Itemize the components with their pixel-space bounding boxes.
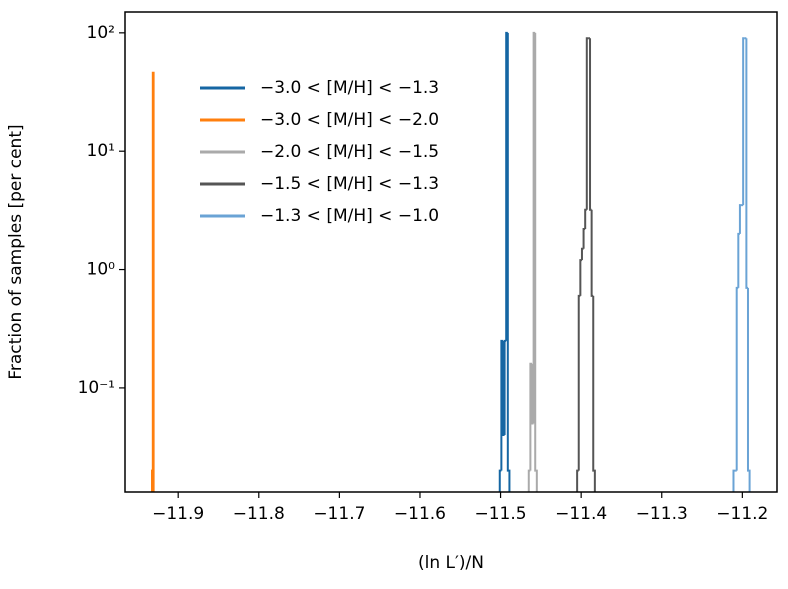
legend-label: −1.3 < [M/H] < −1.0 [260,206,439,226]
histogram-step [590,209,594,297]
histogram-step [530,363,534,425]
histogram-step [498,469,502,492]
legend-label: −3.0 < [M/H] < −1.3 [260,78,439,98]
x-tick-label: −11.7 [313,504,365,524]
histogram-step [579,259,582,296]
histogram-step [584,208,587,230]
y-tick-label: 10⁰ [87,260,116,280]
histogram-step [580,247,584,261]
x-tick-label: −11.5 [475,504,527,524]
y-axis-label: Fraction of samples [per cent] [6,124,26,379]
histogram-step [151,71,155,492]
histogram-step [577,294,581,471]
histogram-step [589,38,592,211]
plot-frame [124,11,778,493]
x-tick-label: −11.3 [636,504,688,524]
histogram-step [737,232,740,288]
histogram-step [529,362,532,471]
histogram-step [150,469,153,492]
x-axis-label: (ln L′)/N [418,553,484,573]
histogram-step [506,32,511,492]
histogram-step [592,295,596,492]
y-tick-label: 10¹ [87,141,115,161]
histogram-step [527,469,531,492]
x-tick-label: −11.2 [716,504,768,524]
histogram-step [503,339,507,436]
legend-label: −1.5 < [M/H] < −1.3 [260,174,439,194]
histogram-step [732,469,736,492]
histogram-step [745,38,748,289]
histogram-step [585,37,589,210]
y-tick-label: 10² [87,23,115,43]
legend-label: −3.0 < [M/H] < −2.0 [260,110,439,130]
x-tick-label: −11.8 [233,504,285,524]
histogram-step [576,469,579,492]
x-tick-label: −11.4 [555,504,607,524]
histogram-step [500,339,503,471]
histogram-step [742,37,745,206]
x-tick-label: −11.9 [152,504,204,524]
y-tick-label: 10⁻¹ [78,378,115,398]
histogram-step [501,340,505,437]
histogram-step [735,286,739,471]
histogram-step [582,228,586,249]
histogram-step [534,32,538,492]
histogram-step [738,204,742,234]
legend-label: −2.0 < [M/H] < −1.5 [260,142,439,162]
x-tick-label: −11.6 [394,504,446,524]
histogram-step [746,287,751,492]
